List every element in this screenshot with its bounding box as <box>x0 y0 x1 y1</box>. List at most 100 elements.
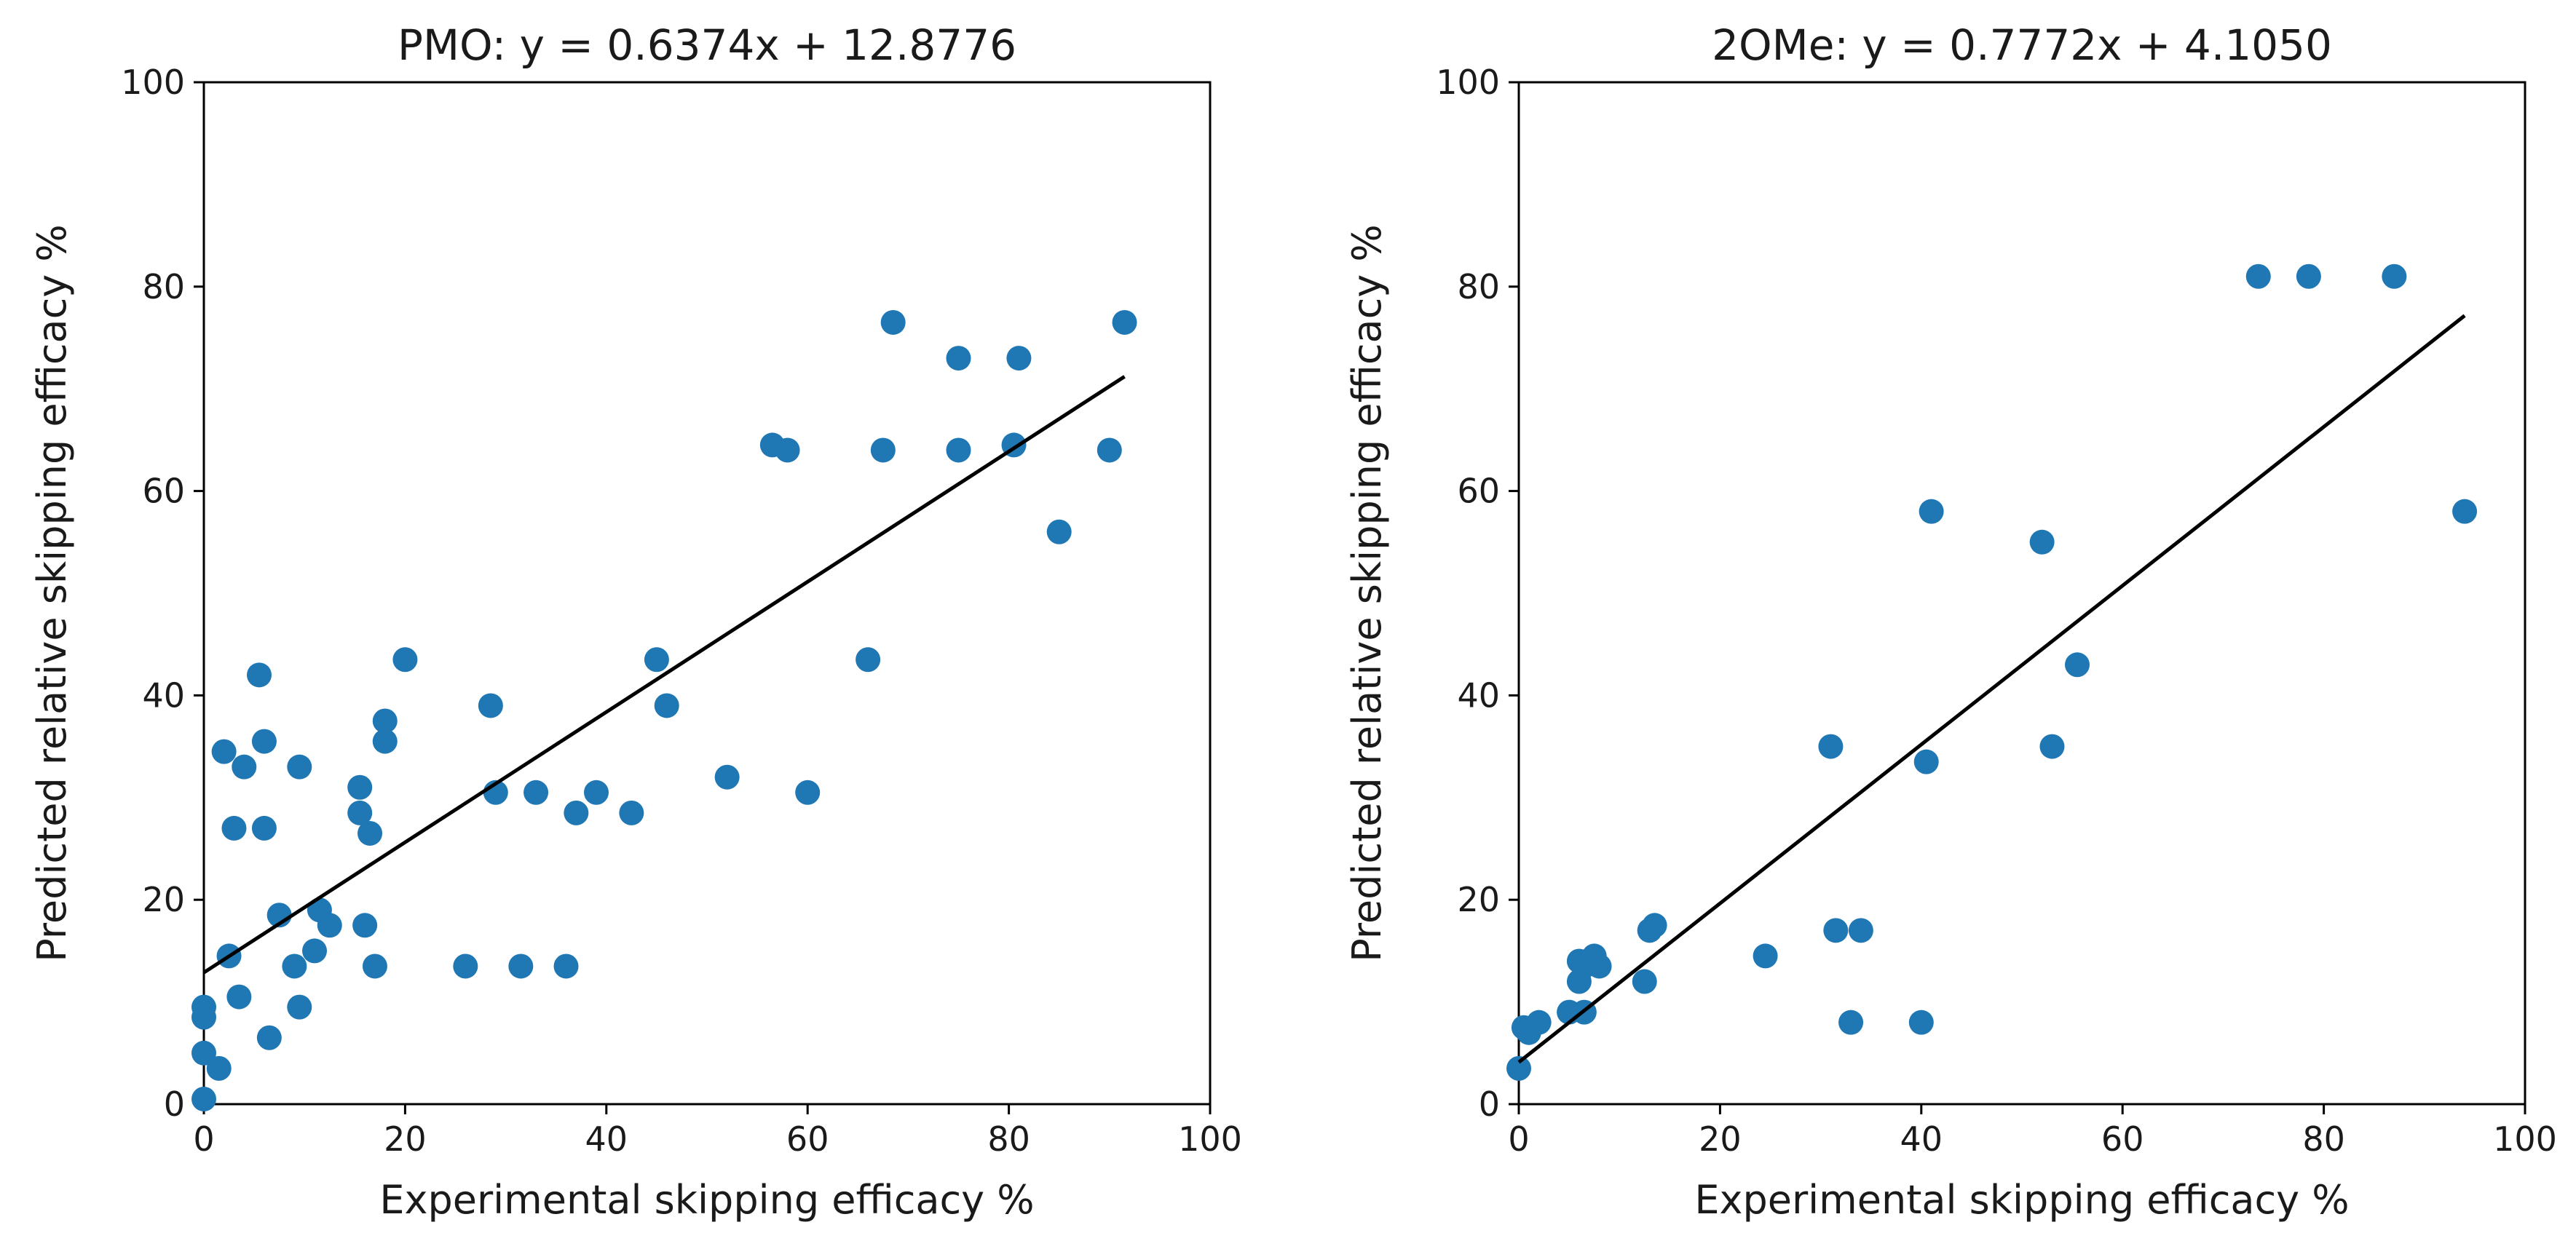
pmo-data-point <box>478 693 503 718</box>
pmo-panel: 0 20 40 60 80 100 0 20 40 60 80 100 PMO: y = 0.6374x… <box>29 20 1242 1223</box>
pmo-data-point <box>946 437 971 463</box>
pmo-y-axis-label: Predicted relative skipping efficacy % <box>29 224 75 961</box>
pmo-data-point <box>1006 346 1032 371</box>
pmo-x-tick-label: 60 <box>786 1119 829 1159</box>
pmo-data-point <box>347 800 373 825</box>
pmo-data-point <box>302 938 328 964</box>
pmo-chart-title: PMO: y = 0.6374x + 12.8776 <box>398 20 1016 70</box>
2ome-chart-title: 2OMe: y = 0.7772x + 4.1050 <box>1712 20 2332 70</box>
2ome-data-point <box>1838 1010 1864 1035</box>
2ome-panel: 0 20 40 60 80 100 0 20 40 60 80 100 2OMe: y = 0.7772… <box>1344 20 2557 1223</box>
pmo-data-point <box>287 994 312 1020</box>
2ome-y-tick-label: 80 <box>1457 267 1500 306</box>
pmo-data-point <box>221 815 247 841</box>
2ome-data-point <box>1526 1010 1552 1035</box>
pmo-data-point <box>347 774 373 800</box>
pmo-data-point <box>856 647 881 673</box>
2ome-x-axis-label: Experimental skipping efficacy % <box>1694 1177 2349 1223</box>
2ome-data-point <box>1587 953 1612 979</box>
pmo-plot-frame <box>202 81 1212 1106</box>
pmo-data-point <box>619 800 644 825</box>
2ome-data-point <box>1506 1055 1531 1081</box>
pmo-x-tick-label: 20 <box>384 1119 427 1159</box>
pmo-data-point <box>795 780 821 805</box>
2ome-y-tick-label: 60 <box>1457 472 1500 511</box>
2ome-data-point <box>1919 499 1944 524</box>
pmo-data-point <box>317 913 342 938</box>
pmo-data-point <box>211 739 237 764</box>
pmo-data-point <box>206 1055 232 1081</box>
2ome-regression-line <box>1517 314 2466 1064</box>
pmo-data-point <box>282 953 307 979</box>
pmo-data-point <box>251 815 277 841</box>
pmo-data-point <box>372 708 398 734</box>
pmo-data-point <box>654 693 679 718</box>
2ome-data-point <box>2029 529 2055 555</box>
2ome-data-point <box>2452 499 2478 524</box>
pmo-y-tick-label: 80 <box>142 267 185 306</box>
2ome-x-tick-label: 60 <box>2101 1119 2144 1159</box>
pmo-data-point <box>256 1025 282 1050</box>
2ome-data-point <box>1818 734 1844 759</box>
pmo-data-point <box>524 780 549 805</box>
pmo-data-point <box>1097 437 1122 463</box>
pmo-data-point <box>392 647 418 673</box>
2ome-x-tick-label: 100 <box>2493 1119 2557 1159</box>
pmo-data-point <box>870 437 896 463</box>
2ome-x-tick-label: 40 <box>1900 1119 1943 1159</box>
pmo-data-point <box>247 662 272 688</box>
pmo-data-point <box>553 953 579 979</box>
pmo-regression-line <box>202 375 1126 975</box>
pmo-data-point <box>191 1086 216 1111</box>
2ome-x-tick-label: 20 <box>1699 1119 1742 1159</box>
pmo-x-axis-label: Experimental skipping efficacy % <box>379 1177 1034 1223</box>
2ome-data-point <box>1823 918 1849 943</box>
pmo-data-point <box>1046 519 1072 544</box>
pmo-data-point <box>775 437 800 463</box>
pmo-data-point <box>362 953 387 979</box>
pmo-data-point <box>357 820 383 846</box>
pmo-y-tick-label: 40 <box>142 675 185 715</box>
pmo-y-tick-label: 100 <box>121 63 185 102</box>
pmo-data-point <box>251 729 277 754</box>
pmo-data-point <box>352 913 378 938</box>
pmo-data-point <box>508 953 534 979</box>
pmo-y-tick-label: 60 <box>142 472 185 511</box>
2ome-data-point <box>1642 913 1667 938</box>
2ome-data-point <box>1753 943 1778 969</box>
2ome-plot-frame <box>1517 81 2526 1106</box>
pmo-x-tick-label: 80 <box>987 1119 1030 1159</box>
2ome-x-tick-label: 0 <box>1508 1119 1529 1159</box>
2ome-y-tick-label: 40 <box>1457 675 1500 715</box>
pmo-x-tick-label: 0 <box>193 1119 214 1159</box>
2ome-data-point <box>1908 1010 1934 1035</box>
2ome-y-axis-label: Predicted relative skipping efficacy % <box>1344 224 1390 961</box>
pmo-y-tick-label: 0 <box>164 1084 185 1124</box>
pmo-x-tick-label: 100 <box>1178 1119 1242 1159</box>
2ome-y-tick-label: 0 <box>1479 1084 1500 1124</box>
pmo-data-point <box>564 800 589 825</box>
pmo-data-point <box>232 754 257 780</box>
2ome-data-point <box>2296 263 2321 289</box>
pmo-data-point <box>644 647 669 673</box>
pmo-data-point <box>453 953 478 979</box>
2ome-data-point <box>1848 918 1873 943</box>
pmo-x-tick-label: 40 <box>585 1119 628 1159</box>
pmo-data-point <box>880 309 906 335</box>
2ome-y-tick-label: 100 <box>1436 63 1500 102</box>
2ome-data-point <box>2039 734 2065 759</box>
2ome-data-point <box>1632 969 1657 994</box>
pmo-y-tick-label: 20 <box>142 880 185 919</box>
pmo-data-point <box>287 754 312 780</box>
pmo-data-point <box>1112 309 1137 335</box>
pmo-data-point <box>226 984 252 1010</box>
pmo-data-point <box>583 780 609 805</box>
pmo-data-point <box>372 729 398 754</box>
2ome-x-tick-label: 80 <box>2302 1119 2345 1159</box>
pmo-data-point <box>946 346 971 371</box>
2ome-y-tick-label: 20 <box>1457 880 1500 919</box>
pmo-data-point <box>191 994 216 1020</box>
pmo-data-point <box>714 764 740 790</box>
2ome-data-point <box>2065 652 2090 678</box>
